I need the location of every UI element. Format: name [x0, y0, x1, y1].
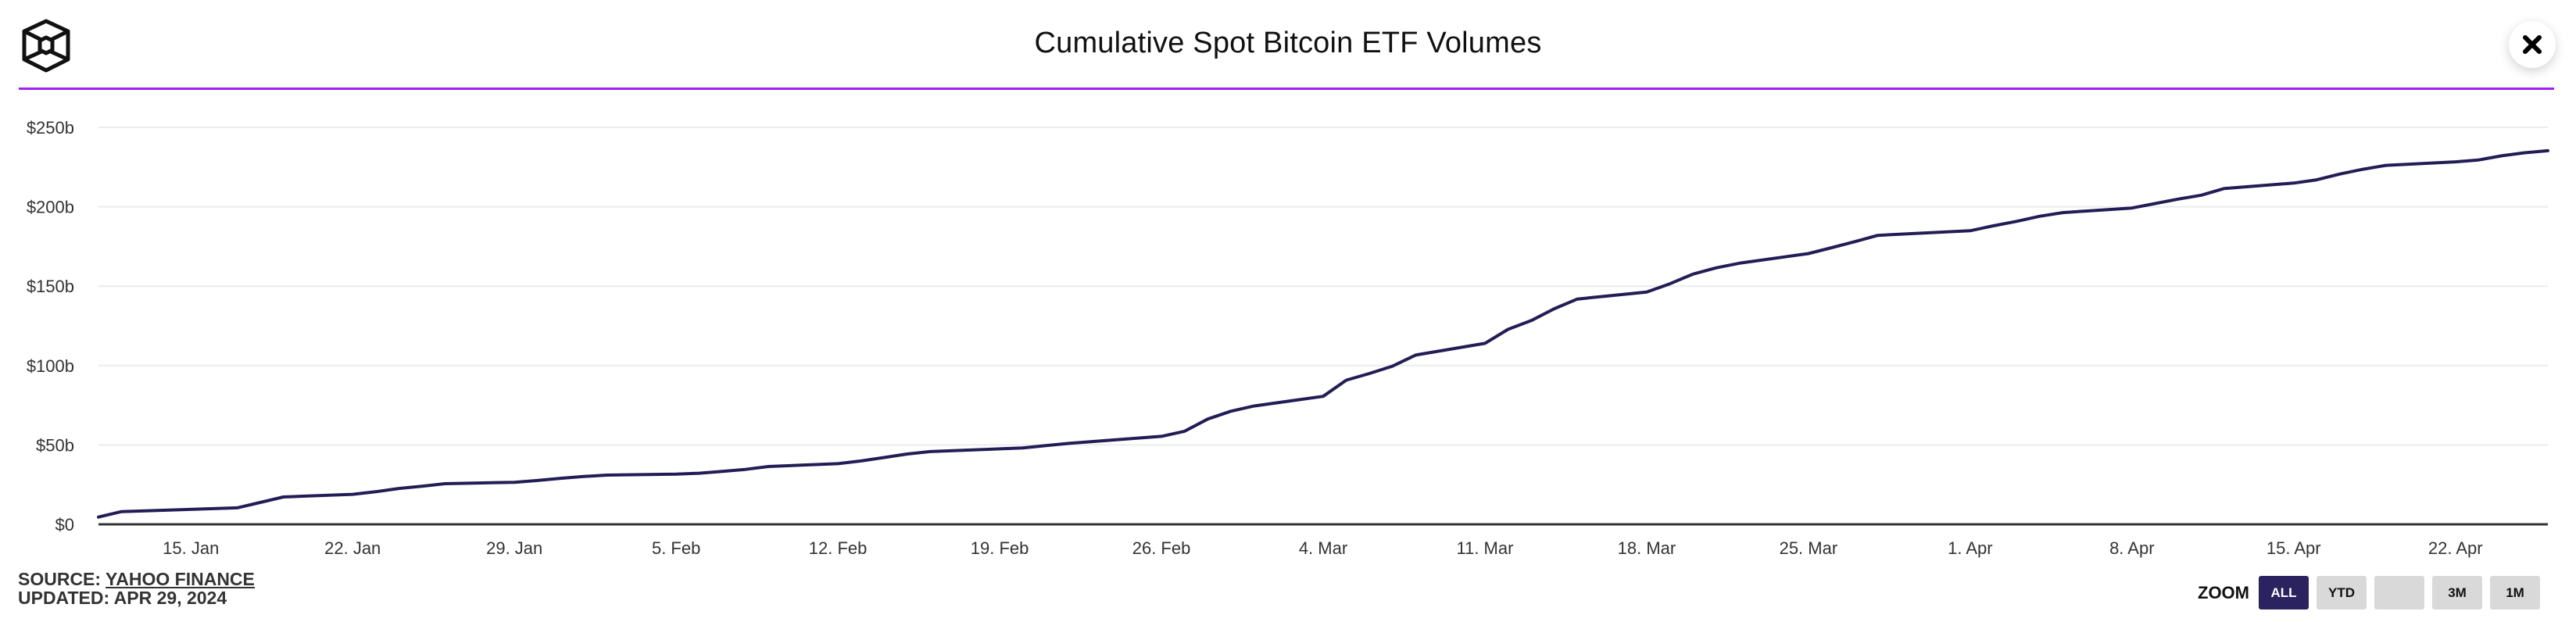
close-x-icon — [2523, 35, 2542, 54]
x-tick-label: 8. Apr — [2109, 538, 2154, 558]
x-tick-label: 18. Mar — [1618, 538, 1676, 558]
x-tick-label: 15. Apr — [2267, 538, 2321, 558]
y-tick-label: $0 — [55, 515, 74, 534]
x-tick-label: 19. Feb — [971, 538, 1029, 558]
x-tick-label: 25. Mar — [1780, 538, 1838, 558]
zoom-label: ZOOM — [2198, 582, 2249, 602]
chart-title: Cumulative Spot Bitcoin ETF Volumes — [1034, 27, 1542, 59]
x-tick-label: 11. Mar — [1456, 538, 1513, 558]
chart-footer: SOURCE: YAHOO FINANCE UPDATED: APR 29, 2… — [18, 570, 255, 607]
close-button[interactable] — [2509, 21, 2556, 68]
y-tick-label: $250b — [27, 118, 74, 138]
x-tick-label: 4. Mar — [1299, 538, 1347, 558]
zoom-3m-button[interactable]: 3M — [2432, 576, 2482, 609]
source-line: SOURCE: YAHOO FINANCE — [18, 570, 255, 588]
zoom-blank-button[interactable] — [2374, 576, 2424, 609]
zoom-1m-button[interactable]: 1M — [2490, 576, 2540, 609]
series-line — [97, 148, 2549, 519]
x-tick-label: 5. Feb — [652, 538, 700, 558]
updated-date: UPDATED: APR 29, 2024 — [18, 588, 227, 608]
x-tick-label: 22. Apr — [2428, 538, 2483, 558]
source-link[interactable]: YAHOO FINANCE — [106, 569, 255, 589]
line-chart: $0 $50b $100b $150b $200b $250b 15. Jan 22. Jan… — [27, 118, 2549, 558]
hexagon-cube-logo-icon — [22, 19, 70, 73]
x-tick-label: 29. Jan — [486, 538, 542, 558]
zoom-selector: ZOOM ALL YTD 3M 1M — [2188, 576, 2548, 609]
y-tick-label: $200b — [27, 198, 74, 217]
x-tick-label: 1. Apr — [1948, 538, 1992, 558]
x-tick-label: 15. Jan — [163, 538, 219, 558]
source-label: SOURCE: — [18, 569, 106, 589]
x-tick-label: 26. Feb — [1132, 538, 1191, 558]
x-tick-label: 12. Feb — [809, 538, 868, 558]
accent-divider — [19, 88, 2554, 90]
zoom-all-button[interactable]: ALL — [2259, 576, 2309, 609]
zoom-ytd-button[interactable]: YTD — [2317, 576, 2367, 609]
logo — [19, 19, 73, 73]
x-tick-label: 22. Jan — [324, 538, 381, 558]
y-tick-label: $50b — [36, 435, 74, 455]
y-tick-label: $150b — [27, 277, 74, 296]
y-tick-label: $100b — [27, 356, 74, 376]
